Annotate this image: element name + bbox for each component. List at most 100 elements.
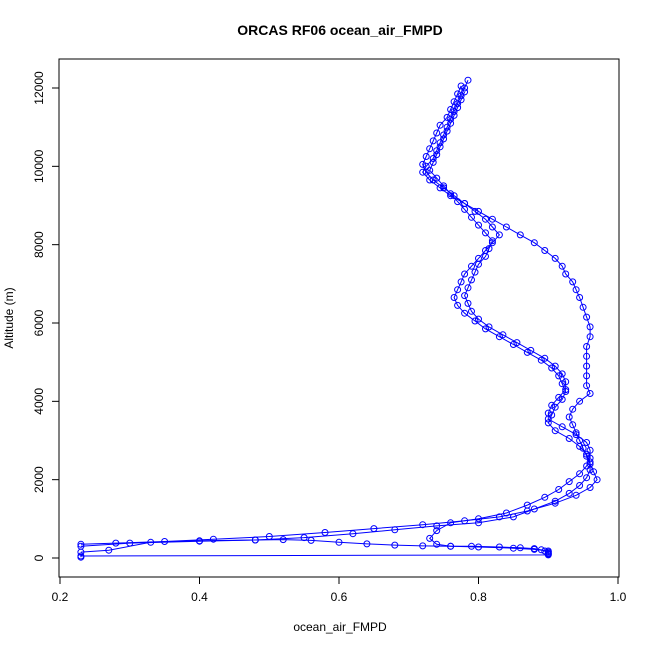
data-point	[586, 466, 594, 474]
data-point	[555, 372, 563, 380]
data-point	[112, 539, 120, 547]
data-point	[576, 442, 584, 450]
data-point	[572, 286, 580, 294]
data-point	[475, 315, 482, 323]
y-tick-label: 6000	[32, 309, 46, 336]
data-point	[551, 403, 559, 411]
data-point	[419, 542, 427, 550]
data-point	[562, 386, 570, 394]
data-point	[509, 341, 517, 348]
data-point	[454, 198, 462, 206]
data-point	[548, 364, 556, 372]
data-point	[363, 540, 371, 548]
data-point	[576, 470, 584, 478]
data-point	[551, 497, 559, 505]
data-point	[488, 223, 496, 231]
data-point	[475, 260, 482, 268]
data-point	[523, 501, 531, 509]
data-point	[105, 546, 113, 554]
data-point	[562, 270, 570, 278]
data-point	[586, 323, 594, 331]
data-point	[516, 544, 524, 552]
y-tick-label: 4000	[32, 388, 46, 415]
data-point	[279, 536, 287, 544]
data-point	[544, 548, 552, 556]
data-point	[558, 262, 566, 270]
data-point	[447, 542, 455, 550]
data-point	[541, 247, 549, 254]
data-point	[537, 546, 545, 554]
series-4	[77, 536, 552, 561]
data-point	[516, 231, 524, 239]
x-tick-label: 0.6	[331, 590, 348, 604]
data-point	[433, 527, 441, 535]
data-point	[391, 526, 399, 534]
data-point	[126, 539, 134, 547]
series-3	[426, 88, 594, 557]
data-point	[429, 137, 437, 145]
data-point	[475, 519, 482, 527]
data-point	[583, 462, 591, 470]
data-point	[551, 362, 559, 370]
x-tick-label: 0.8	[470, 590, 487, 604]
data-point	[391, 541, 399, 549]
data-point	[495, 543, 503, 551]
series-line	[428, 91, 591, 554]
data-point	[482, 229, 489, 237]
data-point	[583, 352, 591, 360]
data-point	[433, 522, 441, 530]
y-tick-label: 8000	[32, 231, 46, 258]
data-point	[464, 299, 472, 307]
data-point	[572, 491, 580, 499]
data-point	[457, 82, 465, 90]
data-point	[583, 313, 591, 321]
data-series-layer	[77, 76, 601, 561]
data-point	[77, 540, 85, 548]
data-point	[576, 294, 584, 301]
data-point	[440, 184, 448, 192]
data-point	[565, 478, 573, 486]
data-point	[461, 270, 469, 278]
data-point	[569, 405, 577, 413]
data-point	[468, 542, 475, 550]
data-point	[502, 223, 510, 231]
data-point	[447, 119, 455, 127]
data-point	[77, 553, 85, 561]
data-point	[464, 284, 472, 292]
data-point	[488, 215, 496, 223]
series-line	[80, 85, 591, 553]
data-point	[447, 519, 455, 527]
data-point	[558, 370, 566, 378]
data-point	[583, 372, 591, 380]
data-point	[586, 333, 594, 341]
data-point	[426, 166, 434, 174]
data-point	[436, 121, 444, 129]
data-point	[488, 237, 496, 245]
data-point	[527, 346, 535, 354]
data-point	[482, 215, 489, 223]
data-point	[576, 482, 584, 489]
data-point	[544, 415, 552, 423]
data-point	[530, 545, 538, 553]
data-point	[569, 278, 577, 286]
data-point	[530, 505, 538, 513]
data-point	[461, 88, 469, 96]
data-point	[454, 286, 462, 294]
data-point	[454, 104, 462, 112]
y-tick-label: 12000	[32, 71, 46, 105]
data-point	[579, 303, 587, 311]
data-point	[488, 239, 496, 247]
data-point	[586, 484, 594, 491]
data-point	[485, 245, 493, 253]
data-point	[502, 509, 510, 517]
data-point	[586, 446, 594, 454]
data-point	[555, 486, 563, 493]
data-point	[475, 515, 482, 523]
data-point	[436, 143, 444, 151]
data-point	[475, 221, 482, 229]
data-point	[572, 431, 580, 439]
data-point	[440, 182, 448, 190]
data-point	[419, 160, 427, 168]
